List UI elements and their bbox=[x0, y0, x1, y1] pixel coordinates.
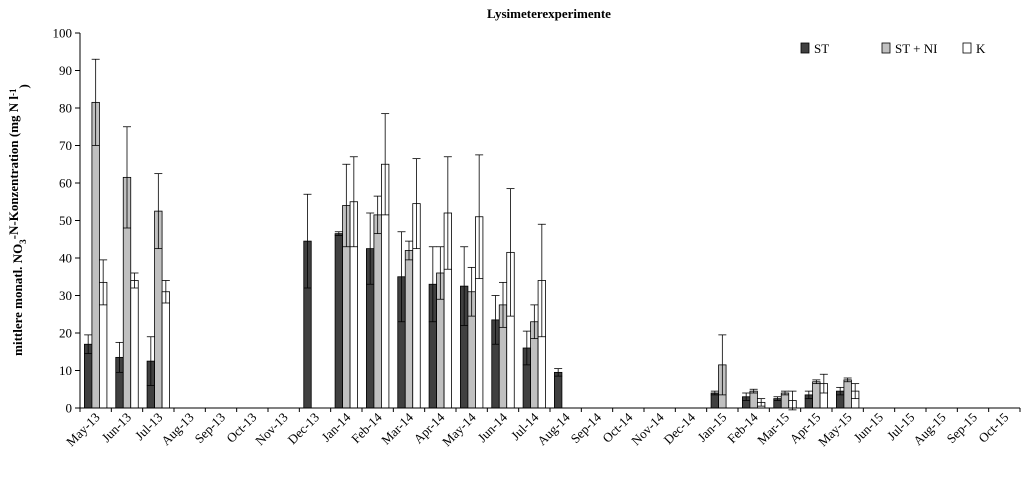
legend-label: K bbox=[976, 41, 986, 56]
x-tick-label: Feb-14 bbox=[724, 409, 761, 446]
y-tick-label: 20 bbox=[59, 326, 72, 341]
y-axis-label: mittlere monatl. NO3-N-Konzentration (mg… bbox=[6, 84, 31, 356]
legend-swatch bbox=[800, 42, 810, 54]
y-axis-label-part: -N-Konzentration (mg N l bbox=[6, 96, 21, 240]
y-axis-label-part: -1 bbox=[8, 88, 18, 96]
x-tick-label: Jan-15 bbox=[694, 410, 729, 445]
bar-st-ni bbox=[373, 214, 382, 409]
x-tick-label: Dec-13 bbox=[284, 410, 322, 448]
x-tick-label: Sep-15 bbox=[943, 410, 980, 447]
y-axis-label-text: mittlere monatl. NO3-N-Konzentration (mg… bbox=[6, 84, 31, 356]
x-tick-label: Nov-14 bbox=[628, 409, 667, 448]
y-axis: 0 10 20 30 40 50 60 70 80 90 100 bbox=[53, 26, 80, 416]
chart-title: Lysimeterexperimente bbox=[487, 6, 611, 21]
x-tick-label: Jun-14 bbox=[474, 409, 510, 445]
bar-st-ni bbox=[404, 250, 414, 409]
y-tick-label: 0 bbox=[66, 401, 73, 416]
bar-st-ni bbox=[91, 101, 100, 409]
x-tick-label: Feb-14 bbox=[348, 409, 385, 446]
x-tick-label: Jan-14 bbox=[318, 409, 353, 444]
x-tick-label: Jun-15 bbox=[850, 410, 886, 446]
x-tick-label: Mar-14 bbox=[378, 409, 416, 447]
bar-k bbox=[130, 280, 139, 409]
y-tick-label: 60 bbox=[59, 176, 72, 191]
x-tick-label: Mar-15 bbox=[754, 410, 792, 448]
y-tick-label: 80 bbox=[59, 101, 72, 116]
bar-st-ni bbox=[843, 379, 852, 409]
plot-area bbox=[84, 58, 860, 411]
y-tick-label: 70 bbox=[59, 138, 72, 153]
x-tick-label: Oct-15 bbox=[975, 410, 1011, 446]
x-axis: May-13Jun-13Jul-13Aug-13Sep-13Oct-13Nov-… bbox=[63, 408, 1021, 450]
x-tick-label: Dec-14 bbox=[660, 409, 698, 447]
bar-st bbox=[554, 371, 563, 409]
y-axis-label-part: ) bbox=[16, 84, 31, 88]
y-axis-label-part: 3 bbox=[18, 239, 28, 244]
y-tick-label: 40 bbox=[59, 251, 72, 266]
x-tick-label: Aug-15 bbox=[910, 410, 949, 449]
legend-label: ST bbox=[814, 41, 829, 56]
legend: ST ST + NI K bbox=[800, 41, 986, 56]
bar-st bbox=[334, 233, 343, 409]
y-tick-label: 30 bbox=[59, 288, 72, 303]
bar-st-ni bbox=[812, 381, 821, 409]
y-axis-label-part: mittlere monatl. NO bbox=[10, 244, 25, 356]
x-tick-label: Sep-13 bbox=[191, 410, 228, 447]
x-tick-label: Nov-13 bbox=[252, 410, 291, 449]
x-tick-label: May-15 bbox=[815, 410, 855, 450]
y-tick-label: 10 bbox=[59, 363, 72, 378]
x-tick-label: Sep-14 bbox=[567, 409, 604, 446]
x-tick-label: Aug-13 bbox=[158, 410, 197, 449]
x-tick-label: May-14 bbox=[439, 409, 479, 449]
bar-k bbox=[161, 291, 170, 409]
legend-swatch bbox=[962, 42, 972, 54]
y-tick-label: 50 bbox=[59, 213, 72, 228]
x-tick-label: Jun-13 bbox=[98, 410, 134, 446]
legend-label: ST + NI bbox=[895, 41, 938, 56]
bar-st-ni bbox=[749, 390, 758, 409]
y-tick-label: 90 bbox=[59, 63, 72, 78]
x-tick-label: Aug-14 bbox=[534, 409, 573, 448]
y-tick-label: 100 bbox=[53, 26, 73, 41]
legend-swatch bbox=[881, 42, 891, 54]
